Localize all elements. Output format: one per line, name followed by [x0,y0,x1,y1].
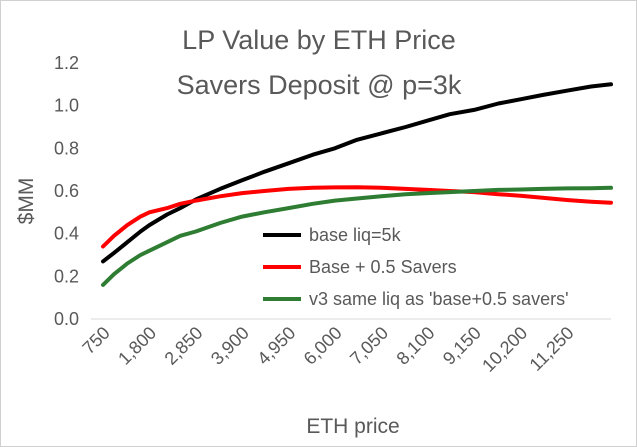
legend-background [253,219,625,315]
legend-entry-2: Base + 0.5 Savers [309,257,457,277]
legend-entry-3: v3 same liq as 'base+0.5 savers' [309,289,569,309]
legend: base liq=5k Base + 0.5 Savers v3 same liq … [253,219,625,315]
x-tick-label: 750 [78,323,113,358]
chart-title: LP Value by ETH Price [182,25,456,55]
x-tick-label: 2,850 [161,323,207,369]
y-tick-label: 0.8 [54,138,79,158]
y-tick-label: 0.2 [54,266,79,286]
x-tick-label: 3,900 [207,323,253,369]
x-tick-label: 10,200 [478,323,531,376]
y-tick-label: 1.0 [54,96,79,116]
y-tick-label: 0.6 [54,181,79,201]
x-tick-label: 4,950 [253,323,299,369]
x-axis-ticks: 750 1,800 2,850 3,900 4,950 6,000 7,050 8,100 9,… [78,323,577,376]
x-tick-label: 8,100 [393,323,439,369]
y-axis-ticks: 0.0 0.2 0.4 0.6 0.8 1.0 1.2 [54,53,79,329]
y-tick-label: 1.2 [54,53,79,73]
series-lines [101,82,613,287]
x-axis-label: ETH price [306,415,399,438]
y-tick-label: 0.4 [54,224,79,244]
x-tick-label: 6,000 [300,323,346,369]
chart-subtitle: Savers Deposit @ p=3k [177,70,462,100]
y-axis-label: $MM [15,178,38,225]
series-line-3 [101,185,613,287]
series-line-2 [101,185,613,249]
legend-entry-1: base liq=5k [309,225,402,245]
x-tick-label: 7,050 [346,323,392,369]
x-tick-label: 11,250 [526,323,578,375]
series-line-1 [101,82,613,264]
y-tick-label: 0.0 [54,309,79,329]
x-tick-label: 1,800 [114,323,160,369]
